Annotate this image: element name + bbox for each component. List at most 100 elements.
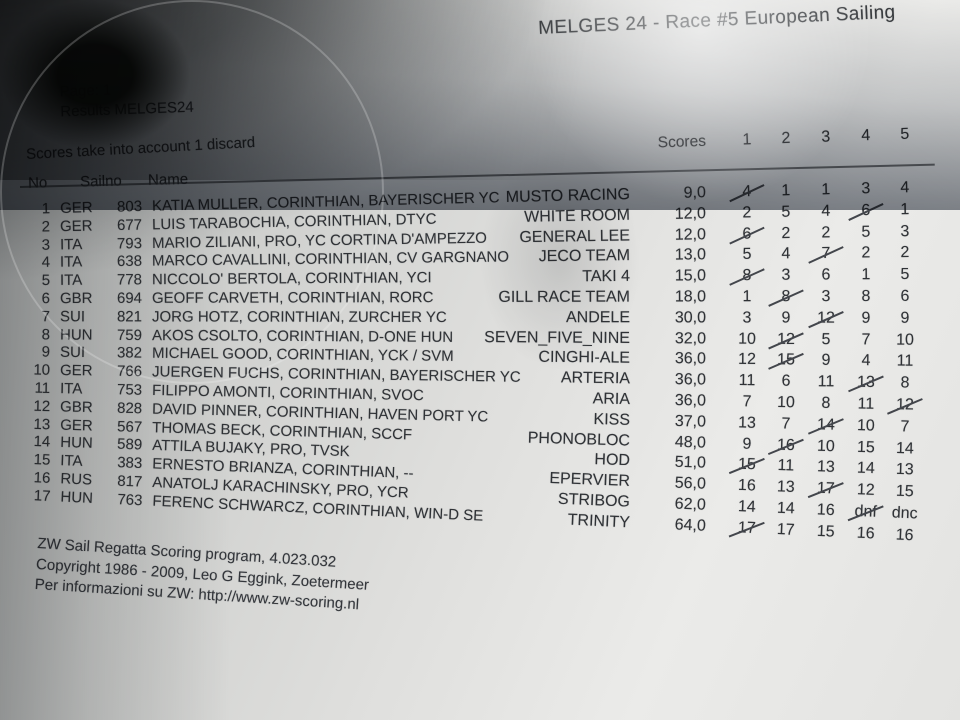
table-row: 6 GBR 694 GEOFF CARVETH, CORINTHIAN, ROR… [0,288,935,310]
row-score: 48,0 [674,433,707,452]
row-sailno: 589 [116,436,143,454]
row-race-1: 16 [737,477,757,495]
row-country: GER [59,217,93,235]
row-race-4: 11 [857,395,875,413]
row-race-5: 7 [900,418,910,436]
row-race-2: 10 [776,393,796,412]
row-race-2: 5 [781,203,791,221]
row-sailno: 763 [117,490,143,510]
row-race-4: 9 [861,309,871,327]
row-rank: 7 [41,308,51,326]
row-race-3: 12 [805,309,847,328]
row-race-5: 10 [896,331,914,349]
row-race-3: 2 [821,223,831,242]
row-race-4: 5 [861,223,871,241]
row-race-1: 7 [742,393,752,411]
row-country: ITA [59,253,83,272]
row-race-2: 2 [781,224,791,242]
row-race-5: 15 [895,482,914,501]
row-race-1: 14 [737,498,757,516]
row-race-4: 7 [861,331,871,349]
row-race-4: 16 [856,524,875,543]
row-race-5: 3 [900,222,910,240]
row-rank: 14 [33,433,51,451]
row-country: HUN [59,434,94,453]
row-race-2: 11 [777,457,795,475]
row-race-3: 17 [804,480,847,500]
row-country: HUN [59,326,93,344]
row-race-4: 3 [861,180,871,198]
row-score: 18,0 [674,288,707,306]
row-country: SUI [59,308,86,326]
row-sailno: 638 [116,253,143,271]
row-race-3: 9 [821,352,831,370]
row-score: 36,0 [674,371,707,389]
row-race-3: 4 [821,202,831,220]
row-race-2: 7 [781,415,791,433]
row-race-5: 12 [884,396,926,415]
row-sailno: 382 [116,344,143,362]
row-country: RUS [60,470,93,489]
row-rank: 4 [41,254,51,272]
row-rank: 15 [33,451,51,469]
row-race-4: 15 [856,438,876,456]
row-race-3: 14 [805,416,847,435]
row-score: 12,0 [674,225,707,244]
row-race-2: 1 [781,182,791,200]
row-race-5: 8 [900,374,910,392]
row-race-5: 14 [895,439,914,458]
row-boat: JECO TEAM [538,247,631,266]
row-race-4: 8 [861,287,871,305]
row-race-2: 15 [765,352,807,371]
row-race-4: 13 [845,374,887,393]
row-race-4: 6 [845,201,887,221]
row-race-3: 3 [821,288,831,306]
row-country: GBR [59,289,93,308]
row-sailno: 694 [116,289,143,307]
row-rank: 3 [41,236,51,254]
row-race-1: 9 [742,435,752,453]
row-race-2: 16 [765,436,807,455]
row-race-1: 8 [726,267,768,286]
row-race-1: 12 [738,351,756,369]
row-race-5: 2 [900,244,910,262]
row-score: 37,0 [674,412,707,431]
row-race-2: 12 [765,330,807,349]
row-boat: ARTERIA [560,369,631,388]
row-race-3: 13 [816,458,836,477]
row-boat: TAKI 4 [582,268,631,286]
row-rank: 2 [41,218,51,236]
row-race-5: 1 [900,200,910,219]
row-sailno: 778 [116,271,143,289]
row-race-2: 4 [781,245,791,263]
row-race-2: 3 [781,266,791,284]
row-race-1: 15 [726,456,769,475]
row-boat: SEVEN_FIVE_NINE [484,328,631,347]
row-race-5: 9 [900,309,910,327]
row-country: GBR [59,398,93,416]
row-race-5: 13 [895,461,914,479]
row-race-1: 5 [742,246,752,264]
row-race-5: 4 [900,179,910,197]
row-score: 36,0 [674,391,707,410]
row-race-5: 16 [895,526,914,545]
row-race-1: 6 [726,225,768,244]
row-score: 15,0 [674,267,707,285]
row-race-4: dnf [844,502,887,522]
row-rank: 11 [34,379,51,397]
row-score: 9,0 [683,184,707,202]
row-race-3: 15 [816,522,835,541]
row-race-3: 8 [821,394,831,412]
row-score: 36,0 [674,350,707,368]
row-boat: ARIA [592,390,631,409]
row-sailno: 817 [116,472,143,491]
row-score: 56,0 [674,474,707,493]
row-country: GER [59,362,93,380]
row-score: 32,0 [674,329,707,348]
row-race-2: 6 [781,372,791,390]
row-race-1: 1 [742,288,752,306]
row-race-3: 10 [816,437,836,455]
row-race-3: 6 [821,266,831,284]
